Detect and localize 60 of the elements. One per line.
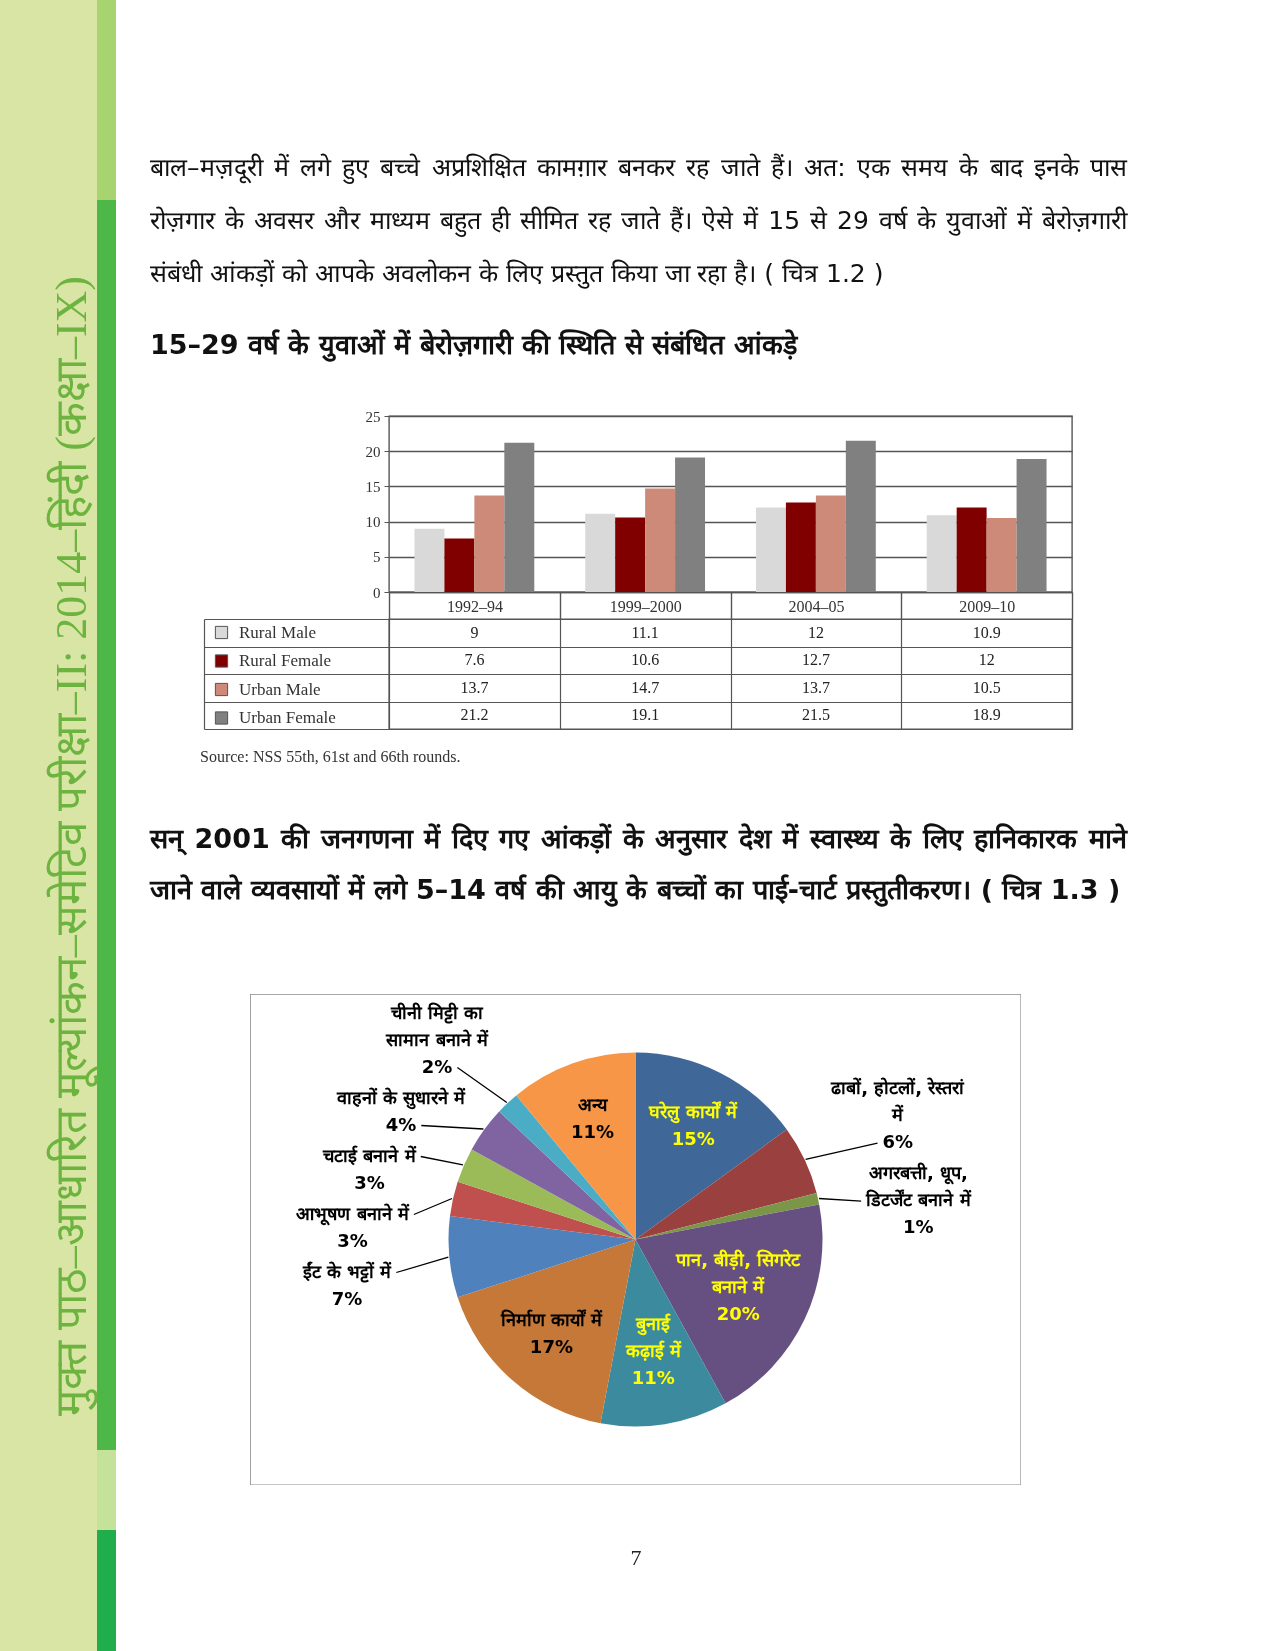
legend-label: Urban Female: [239, 708, 336, 727]
slice-label: चीनी मिट्टी का सामान बनाने में: [385, 1001, 489, 1050]
source-note: Source: NSS 55th, 61st and 66th rounds.: [200, 747, 461, 767]
legend-label: Rural Male: [239, 622, 316, 642]
data-label: 1%: [903, 1216, 934, 1238]
slice-label: वाहनों के सुधारने में: [335, 1086, 467, 1110]
slice-label: आभूषण बनाने में: [296, 1202, 410, 1226]
data-label: 20%: [716, 1302, 760, 1324]
data-label: 3%: [337, 1229, 368, 1251]
slice-label: ढाबों, होटलों, रेस्तरां में: [830, 1077, 966, 1126]
data-label: 17%: [529, 1336, 573, 1358]
data-label: 2%: [421, 1055, 453, 1077]
data-label: 15%: [671, 1127, 715, 1149]
y-tick-label: 20: [365, 443, 381, 460]
data-label: 21.5: [801, 706, 830, 724]
y-tick-label: 25: [365, 408, 381, 425]
data-label: 10.9: [972, 623, 1001, 641]
slice-label: पान, बीड़ी, सिगरेट बनाने में: [675, 1248, 802, 1297]
data-label: 14.7: [631, 678, 660, 696]
slice-label: ईंट के भट्टों में: [301, 1260, 393, 1283]
text: बाल–मज़दूरी में लगे हुए बच्चे अप्रशिक्षित कामग़ार बनकर रह जाते हैं। अत: एक समय के बाद इनके पास रोज़गार के अवसर और माध्यम बहुत ही सीमित रह जाते हैं। ऐसे में 15 से 29 वर्ष के युवाओं में बेरोज़गारी संबंधी आंकड़ों को आपके अवलोकन के लिए प्रस्तुत किया जा रहा है। ( चित्र 1.2 ): [150, 152, 1127, 291]
y-tick-label: 5: [373, 549, 381, 566]
data-label: 12.7: [801, 651, 830, 669]
data-label: 21.2: [460, 706, 489, 724]
slice-label: अगरबत्ती, धूप, डिटर्जेंट बनाने में: [865, 1162, 972, 1211]
data-label: 13.7: [801, 678, 830, 696]
data-label: 10.5: [972, 678, 1001, 696]
data-label: 6%: [882, 1131, 914, 1153]
data-label: 18.9: [972, 706, 1001, 724]
legend-label: Urban Male: [239, 679, 321, 699]
y-tick-label: 15: [365, 478, 381, 495]
data-label: 9: [470, 623, 479, 641]
x-tick-label: 1992–94: [446, 597, 503, 615]
legend-label: Rural Female: [239, 651, 332, 670]
x-tick-label: 1999–2000: [609, 597, 682, 615]
chart-title: 15–29 वर्ष के युवाओं में बेरोज़गारी की स्थिति से संबंधित आंकड़े: [150, 328, 799, 363]
data-label: 12: [978, 651, 995, 669]
x-tick-label: 2009–10: [959, 597, 1016, 615]
data-label: 11%: [631, 1366, 675, 1388]
y-tick-label: 10: [365, 514, 381, 531]
text: मुक्त पाठ–आधारित मूल्यांकन–समेटिव परीक्षा–II: 2014–हिंदी (कक्षा–IX): [47, 276, 96, 1417]
data-label: 11.1: [631, 623, 659, 641]
slice-label: चटाई बनाने में: [322, 1144, 417, 1166]
y-tick-label: 0: [373, 584, 381, 601]
slice-label: बुनाई कढ़ाई में: [624, 1312, 682, 1361]
slice-label: घरेलु कार्यों में: [648, 1100, 738, 1124]
data-label: 3%: [354, 1171, 385, 1193]
data-label: 4%: [385, 1113, 417, 1135]
chart-title: सन् 2001 की जनगणना में दिए गए आंकड़ों के अनुसार देश में स्वास्थ्य के लिए हानिकारक माने जाने वाले व्यवसायों में लगे 5–14 वर्ष की आयु के बच्चों का पाई-चार्ट प्रस्तुतीकरण। ( चित्र 1.3 ): [150, 822, 1127, 909]
x-tick-label: 2004–05: [788, 597, 845, 615]
data-label: 10.6: [631, 651, 660, 669]
data-label: 13.7: [460, 678, 489, 696]
data-label: 11%: [570, 1121, 614, 1143]
data-label: 7.6: [464, 651, 485, 669]
data-label: 19.1: [631, 706, 660, 724]
data-label: 12: [807, 623, 824, 641]
text: 7: [630, 1544, 642, 1572]
slice-label: निर्माण कार्यों में: [499, 1309, 604, 1331]
data-label: 7%: [331, 1287, 363, 1309]
slice-label: अन्य: [577, 1094, 609, 1116]
